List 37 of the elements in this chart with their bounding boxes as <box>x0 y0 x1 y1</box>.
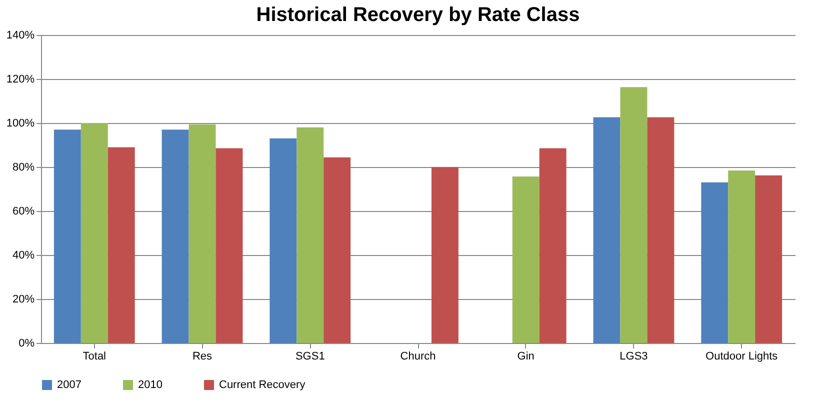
y-tick-label: 140% <box>6 30 35 42</box>
bar <box>216 148 243 343</box>
bar <box>728 170 756 343</box>
bar <box>188 124 216 343</box>
bar <box>701 182 728 343</box>
bar <box>539 148 566 343</box>
x-tick-label: SGS1 <box>295 350 325 362</box>
bar <box>270 138 297 343</box>
bar <box>324 157 351 343</box>
bar <box>512 176 540 343</box>
bar <box>296 127 324 343</box>
bar <box>80 123 108 343</box>
y-tick-label: 60% <box>12 206 35 218</box>
bar <box>108 147 135 343</box>
bar <box>431 167 458 343</box>
bar <box>620 87 648 343</box>
legend-label: 2010 <box>138 379 162 391</box>
chart-title: Historical Recovery by Rate Class <box>256 4 580 26</box>
x-tick-label: Res <box>192 350 213 362</box>
x-tick-label: Gin <box>517 350 534 362</box>
y-tick-label: 0% <box>18 338 35 350</box>
x-tick-label: LGS3 <box>620 350 648 362</box>
x-tick-label: Church <box>400 350 436 362</box>
bar <box>593 117 620 343</box>
bar <box>54 130 81 343</box>
bar <box>647 117 674 343</box>
y-tick-label: 80% <box>12 162 35 174</box>
y-tick-label: 100% <box>6 118 35 130</box>
x-tick-label: Total <box>82 350 106 362</box>
y-tick-label: 40% <box>12 250 35 262</box>
bar <box>162 130 189 343</box>
legend-label: Current Recovery <box>219 379 306 391</box>
y-tick-label: 20% <box>12 294 35 306</box>
x-tick-label: Outdoor Lights <box>706 350 778 362</box>
y-tick-label: 120% <box>6 74 35 86</box>
bar <box>755 175 782 343</box>
legend-label: 2007 <box>57 379 82 391</box>
